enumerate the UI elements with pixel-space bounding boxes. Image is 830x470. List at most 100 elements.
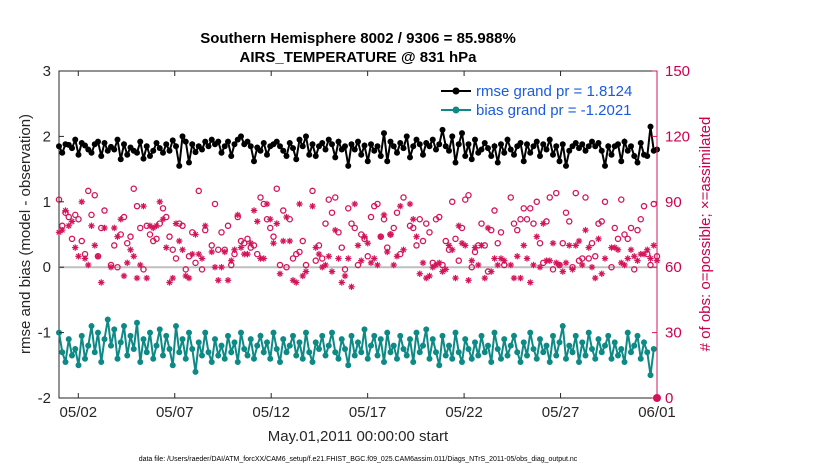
bias-point bbox=[517, 359, 524, 366]
obs-possible-point bbox=[380, 215, 388, 223]
obs-assimilated-point bbox=[455, 222, 462, 229]
obs-possible-point bbox=[569, 263, 576, 271]
obs-possible-point bbox=[335, 229, 342, 236]
bias-point bbox=[605, 332, 612, 339]
bias-point bbox=[293, 352, 300, 359]
rmse-point bbox=[325, 136, 332, 143]
rmse-point bbox=[348, 141, 355, 148]
obs-assimilated-point bbox=[419, 259, 427, 267]
obs-assimilated-point bbox=[325, 253, 332, 260]
bias-point bbox=[130, 345, 137, 352]
obs-possible-point bbox=[107, 261, 115, 269]
rmse-point bbox=[290, 145, 296, 152]
obs-possible-point bbox=[270, 233, 277, 240]
obs-possible-point bbox=[169, 246, 176, 254]
obs-possible-point bbox=[188, 229, 196, 236]
obs-possible-point bbox=[471, 248, 479, 256]
bias-point bbox=[462, 336, 469, 343]
obs-assimilated-point bbox=[452, 274, 459, 282]
obs-possible-point bbox=[507, 194, 514, 201]
obs-possible-point bbox=[153, 235, 160, 243]
rmse-point bbox=[556, 158, 563, 165]
bias-point bbox=[631, 342, 638, 349]
obs-assimilated-point bbox=[575, 237, 583, 245]
rmse-point bbox=[585, 143, 592, 150]
bias-point bbox=[65, 336, 72, 343]
rmse-point bbox=[225, 138, 231, 145]
rmse-point bbox=[582, 147, 589, 154]
obs-assimilated-point bbox=[270, 240, 277, 247]
obs-possible-point bbox=[143, 222, 150, 230]
rmse-point bbox=[598, 147, 605, 154]
bias-point bbox=[576, 359, 582, 366]
obs-possible-point bbox=[377, 233, 384, 240]
obs-possible-point bbox=[468, 263, 475, 271]
rmse-point bbox=[75, 151, 82, 158]
rmse-point bbox=[615, 141, 621, 148]
rmse-point bbox=[150, 147, 157, 154]
obs-possible-point bbox=[253, 250, 261, 258]
bias-point bbox=[153, 342, 160, 349]
rmse-point bbox=[277, 143, 283, 150]
obs-possible-point bbox=[484, 268, 492, 275]
bias-point bbox=[338, 336, 345, 343]
obs-possible-point bbox=[101, 207, 108, 214]
y-right-tick-label: 60 bbox=[665, 259, 682, 276]
bias-point bbox=[488, 359, 495, 366]
obs-assimilated-point bbox=[88, 222, 95, 229]
obs-assimilated-point bbox=[335, 255, 342, 262]
obs-assimilated-point bbox=[595, 235, 602, 243]
obs-possible-point bbox=[390, 224, 397, 232]
obs-possible-point bbox=[540, 259, 547, 267]
bias-point bbox=[137, 359, 144, 366]
obs-possible-point bbox=[302, 261, 310, 269]
obs-possible-point bbox=[146, 231, 154, 238]
bias-point bbox=[296, 339, 303, 346]
bias-point bbox=[231, 339, 238, 346]
obs-possible-point bbox=[627, 224, 635, 232]
rmse-point bbox=[426, 143, 433, 150]
rmse-point bbox=[416, 141, 423, 148]
obs-assimilated-point bbox=[75, 253, 82, 260]
obs-possible-point bbox=[426, 229, 433, 236]
obs-assimilated-point bbox=[530, 261, 537, 269]
rmse-point bbox=[182, 138, 189, 145]
bias-point bbox=[186, 329, 192, 336]
rmse-series bbox=[56, 123, 660, 169]
obs-assimilated-point bbox=[484, 224, 492, 232]
rmse-point bbox=[589, 138, 595, 145]
obs-assimilated-point bbox=[163, 244, 170, 251]
obs-assimilated-point bbox=[237, 244, 245, 251]
bias-point bbox=[322, 352, 329, 359]
obs-assimilated-point bbox=[296, 200, 303, 208]
obs-possible-point bbox=[481, 242, 488, 249]
bias-point bbox=[546, 359, 553, 366]
x-tick-label: 05/27 bbox=[542, 404, 580, 421]
bias-point bbox=[78, 332, 85, 339]
bias-point bbox=[559, 323, 566, 330]
rmse-point bbox=[374, 143, 381, 150]
bias-point bbox=[579, 339, 586, 346]
bias-point bbox=[270, 329, 277, 336]
obs-assimilated-point bbox=[65, 222, 72, 229]
obs-assimilated-point bbox=[345, 255, 352, 262]
bias-point bbox=[465, 345, 472, 352]
rmse-point bbox=[186, 159, 192, 166]
bias-point bbox=[332, 349, 339, 356]
obs-assimilated-point bbox=[579, 261, 586, 269]
bias-point bbox=[199, 352, 205, 359]
obs-possible-point bbox=[393, 209, 401, 216]
obs-assimilated-point bbox=[351, 200, 358, 208]
bias-point bbox=[303, 329, 309, 336]
obs-possible-point bbox=[631, 266, 638, 273]
y-right-tick-label: 150 bbox=[665, 63, 690, 80]
bias-point bbox=[218, 342, 225, 349]
rmse-point bbox=[312, 153, 319, 160]
legend-bias-label: bias grand pr = -1.2021 bbox=[476, 102, 632, 119]
rmse-point bbox=[524, 141, 530, 148]
bias-point bbox=[140, 336, 147, 343]
rmse-point bbox=[202, 138, 209, 145]
rmse-point bbox=[634, 159, 641, 166]
rmse-point bbox=[215, 138, 222, 145]
